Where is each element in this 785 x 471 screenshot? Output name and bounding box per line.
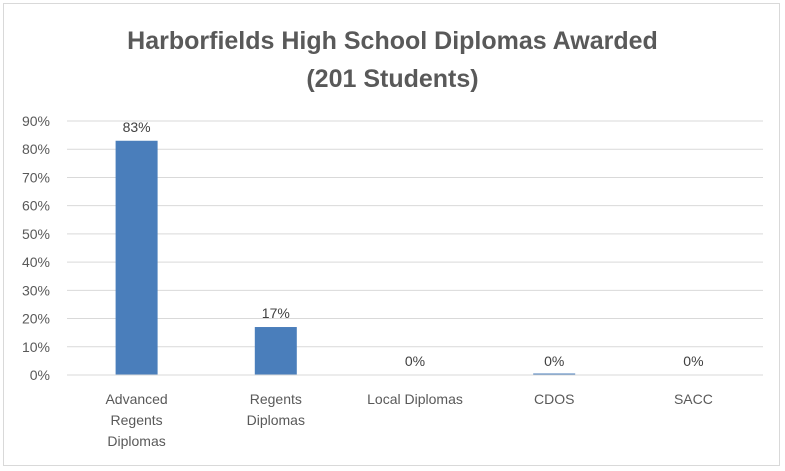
- y-tick-label: 10%: [22, 339, 50, 355]
- bar: [115, 140, 158, 375]
- data-label: 0%: [405, 353, 425, 369]
- x-tick-label: Regents: [111, 412, 163, 428]
- data-label: 0%: [683, 353, 703, 369]
- y-tick-label: 60%: [22, 198, 50, 214]
- x-tick-label: Diplomas: [247, 412, 305, 428]
- x-tick-label: Local Diplomas: [367, 391, 463, 407]
- x-tick-label: SACC: [674, 391, 713, 407]
- y-tick-label: 30%: [22, 282, 50, 298]
- chart-title-line-2: (201 Students): [306, 65, 479, 93]
- y-tick-label: 70%: [22, 169, 50, 185]
- y-tick-label: 0%: [30, 367, 50, 383]
- data-label: 83%: [123, 119, 151, 135]
- y-tick-label: 40%: [22, 254, 50, 270]
- bar: [254, 327, 297, 375]
- y-tick-label: 20%: [22, 311, 50, 327]
- y-tick-label: 90%: [22, 113, 50, 129]
- y-tick-label: 50%: [22, 226, 50, 242]
- x-tick-label: Diplomas: [107, 433, 165, 449]
- x-tick-label: Regents: [250, 391, 302, 407]
- chart-title-line-1: Harborfields High School Diplomas Awarde…: [127, 27, 658, 55]
- data-label: 17%: [262, 305, 290, 321]
- data-label: 0%: [544, 353, 564, 369]
- y-tick-label: 80%: [22, 141, 50, 157]
- x-tick-label: Advanced: [105, 391, 167, 407]
- bar: [533, 373, 576, 375]
- x-tick-label: CDOS: [534, 391, 574, 407]
